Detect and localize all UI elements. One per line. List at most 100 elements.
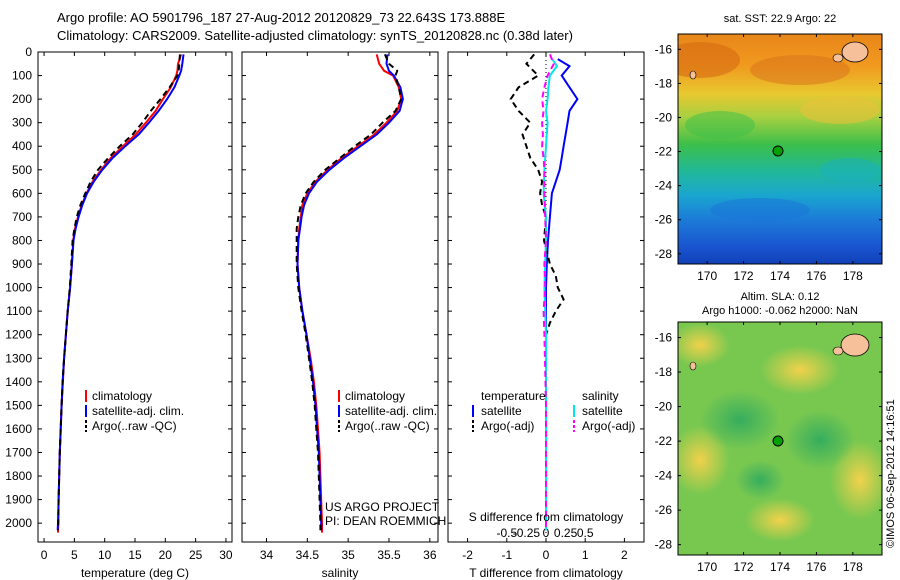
map-y-tick-label: -20 <box>655 400 673 414</box>
temperature-plot-frame <box>37 51 233 543</box>
series-group <box>56 54 185 533</box>
x-tick-label: 30 <box>219 548 233 562</box>
map-x-tick-label: 172 <box>734 560 754 574</box>
map-x-tick-label: 176 <box>806 560 826 574</box>
legend-label-s-argo: Argo(-adj) <box>582 419 635 433</box>
sla-map <box>678 322 882 555</box>
y-tick-label: 1100 <box>6 304 32 318</box>
difference-legend: temperature satellite Argo(-adj) salinit… <box>472 389 635 433</box>
legend-group-salinity: salinity <box>582 389 619 403</box>
map-y-tick-label: -18 <box>655 76 673 90</box>
x-tick-label: 5 <box>71 548 78 562</box>
legend-label-climatology: climatology <box>345 389 405 403</box>
y-tick-label: 200 <box>12 92 32 106</box>
island <box>689 70 697 80</box>
map-x-tick-label: 174 <box>770 269 790 283</box>
salinity-plot-frame <box>241 51 439 543</box>
x-tick-label: -2 <box>462 548 473 562</box>
map-y-tick-label: -24 <box>655 469 673 483</box>
sst-cool-patch <box>820 158 880 182</box>
x-tick-label: 25 <box>189 548 203 562</box>
legend-label-s-satellite: satellite <box>582 404 623 418</box>
y-tick-label: 400 <box>12 139 32 153</box>
float-position-marker <box>772 435 784 447</box>
x-tick-label: 10 <box>98 548 112 562</box>
map-y-tick-label: -22 <box>655 145 673 159</box>
s-tick-label: 0.5 <box>577 526 594 540</box>
map-y-tick-label: -28 <box>655 247 673 261</box>
y-tick-label: 1400 <box>5 375 32 389</box>
y-tick-label: 1300 <box>5 351 32 365</box>
salinity-legend: climatology satellite-adj. clim. Argo(..… <box>338 389 437 433</box>
legend-label-argo: Argo(..raw -QC) <box>345 419 430 433</box>
series-line-argo-raw-qc <box>57 54 181 531</box>
y-tick-label: 300 <box>12 116 32 130</box>
series-line-temperature-argo-adj <box>509 53 565 531</box>
s-tick-label: -0.25 <box>513 526 541 540</box>
map-y-tick-label: -20 <box>655 110 673 124</box>
series-line-salinity-satellite <box>542 58 559 531</box>
island <box>832 53 844 63</box>
y-tick-label: 2000 <box>5 516 32 530</box>
map-y-tick-label: -26 <box>655 503 673 517</box>
x-tick-label: 35.5 <box>377 548 401 562</box>
legend-label-t-argo: Argo(-adj) <box>481 419 534 433</box>
map-x-tick-label: 178 <box>843 269 863 283</box>
sla-low-patch <box>785 410 855 470</box>
series-line-climatology <box>57 54 183 533</box>
sst-warm-patch <box>800 96 880 124</box>
legend-label-climatology: climatology <box>92 389 152 403</box>
legend-label-t-satellite: satellite <box>481 404 522 418</box>
x-tick-label: 15 <box>128 548 142 562</box>
sla-low-patch <box>735 460 785 500</box>
legend-label-satellite: satellite-adj. clim. <box>345 404 437 418</box>
map-x-tick-label: 174 <box>770 560 790 574</box>
map-y-tick-label: -18 <box>655 365 673 379</box>
map-x-tick-label: 170 <box>697 269 717 283</box>
x-tick-label: -1 <box>501 548 512 562</box>
imos-timestamp: ©IMOS 06-Sep-2012 14:16:51 <box>885 399 897 548</box>
y-tick-label: 1500 <box>5 398 32 412</box>
map-y-tick-label: -28 <box>655 538 673 552</box>
y-tick-label: 900 <box>12 257 32 271</box>
sst-warm-patch <box>750 55 850 85</box>
map-x-tick-label: 178 <box>843 560 863 574</box>
sst-cool-patch <box>710 198 810 222</box>
sla-map-title-2: Argo h1000: -0.062 h2000: NaN <box>702 305 858 317</box>
y-tick-label: 1700 <box>5 445 32 459</box>
sst-cool-patch <box>685 111 755 139</box>
legend-label-satellite: satellite-adj. clim. <box>92 404 184 418</box>
island-fiji <box>840 333 870 357</box>
x-tick-label: 0 <box>41 548 48 562</box>
sla-high-patch <box>760 345 840 395</box>
island <box>689 361 697 371</box>
y-tick-label: 1200 <box>5 328 32 342</box>
s-tick-label: 0.25 <box>554 526 578 540</box>
temperature-plot: 0100200300400500600700800900100011001200… <box>5 45 233 562</box>
s-tick-label: -0.5 <box>496 526 517 540</box>
map-y-tick-label: -26 <box>655 213 673 227</box>
x-tick-label: 1 <box>582 548 589 562</box>
y-tick-label: 1900 <box>5 493 32 507</box>
series-line-satellite-adj-clim <box>56 54 185 531</box>
sst-warm-patch <box>678 42 740 78</box>
series-line-satellite-adj-clim <box>296 54 404 531</box>
x-tick-label: 20 <box>159 548 173 562</box>
sla-map-axis: -16 -18 -20 -22 -24 -26 -28 170 172 174 176 178 <box>655 322 882 574</box>
y-tick-label: 100 <box>12 69 32 83</box>
salinity-x-axis-label: salinity <box>322 566 359 580</box>
map-y-tick-label: -22 <box>655 434 673 448</box>
y-tick-label: 500 <box>12 163 32 177</box>
y-tick-label: 1800 <box>5 469 32 483</box>
x-tick-label: 36 <box>423 548 437 562</box>
x-tick-label: 0 <box>543 548 550 562</box>
map-x-tick-label: 170 <box>697 560 717 574</box>
series-line-temperature-satellite <box>545 58 579 531</box>
x-tick-label: 35 <box>341 548 355 562</box>
series-line-salinity-argo-adj <box>541 54 555 531</box>
sla-low-patch <box>700 390 780 450</box>
island-fiji <box>841 41 869 63</box>
s-difference-label: S difference from climatology <box>469 510 624 524</box>
